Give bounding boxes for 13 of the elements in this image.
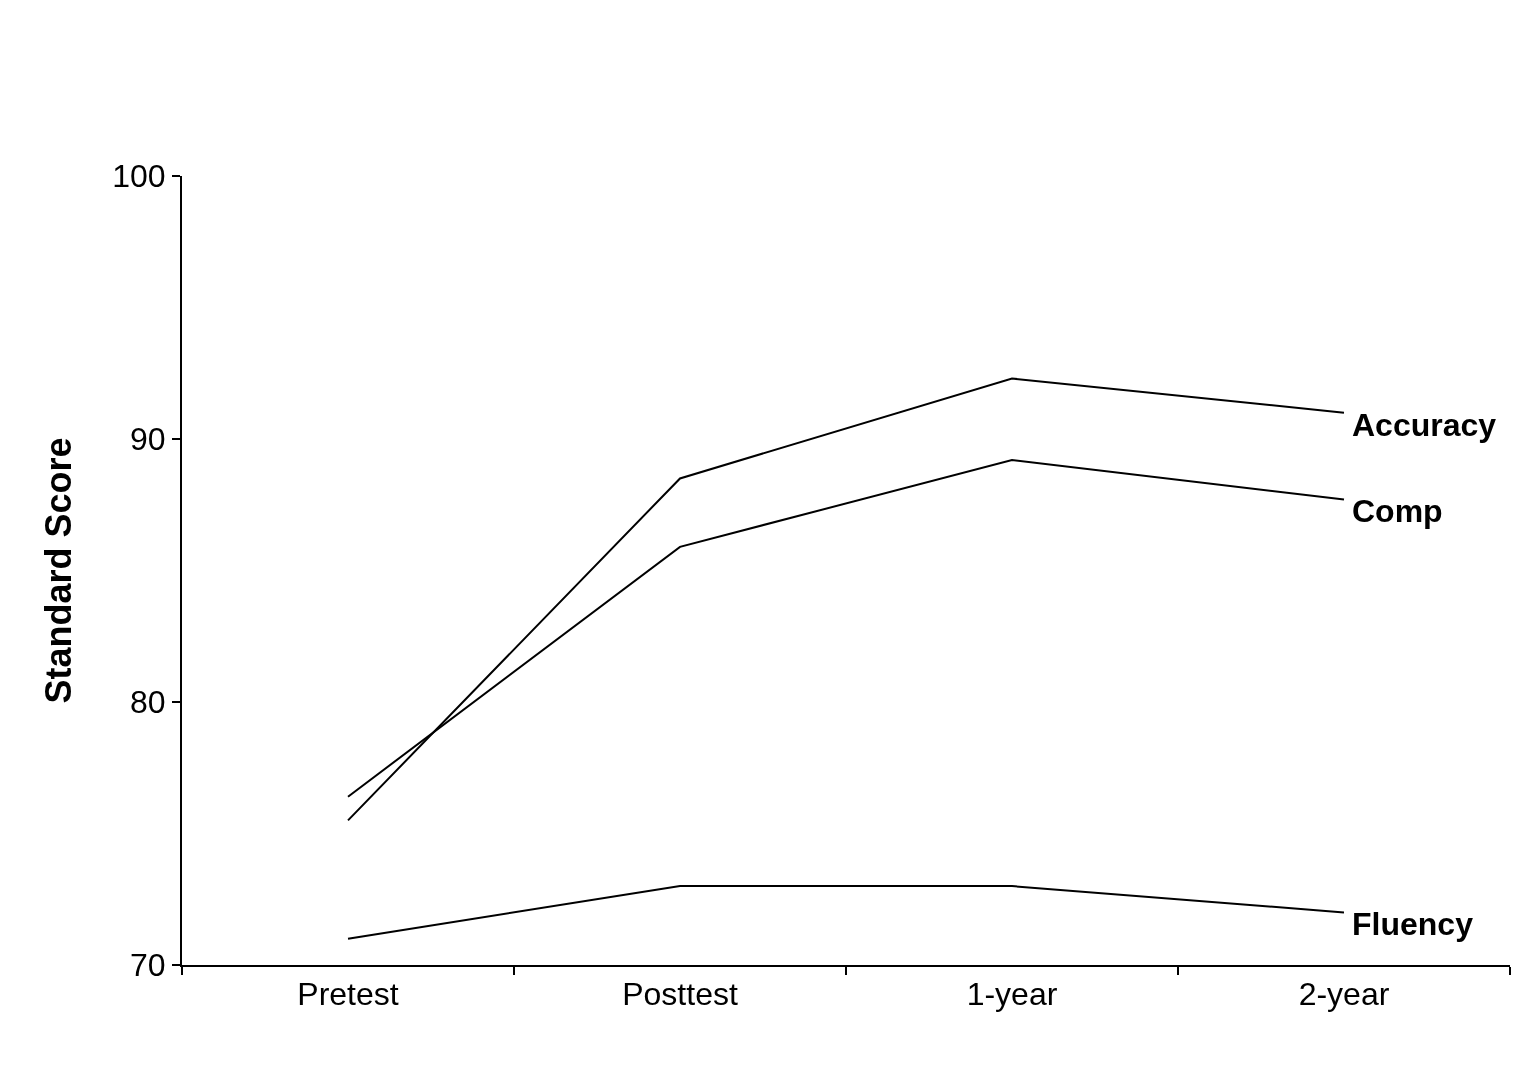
x-tick-label: Pretest	[297, 976, 399, 1013]
y-tick-label: 90	[130, 421, 166, 458]
series-label: Comp	[1352, 493, 1443, 529]
y-tick-label: 70	[130, 947, 166, 984]
x-tick-label: Posttest	[622, 976, 738, 1013]
y-axis-title: Standard Score	[37, 437, 79, 704]
series-label: Fluency	[1352, 906, 1474, 942]
y-tick-label: 100	[112, 158, 166, 195]
line-series	[347, 377, 1345, 822]
series-label: Accuracy	[1352, 407, 1497, 443]
x-tick-label: 2-year	[1298, 976, 1390, 1013]
y-tick-label: 80	[130, 684, 166, 721]
x-tick-label: 1-year	[966, 976, 1058, 1013]
